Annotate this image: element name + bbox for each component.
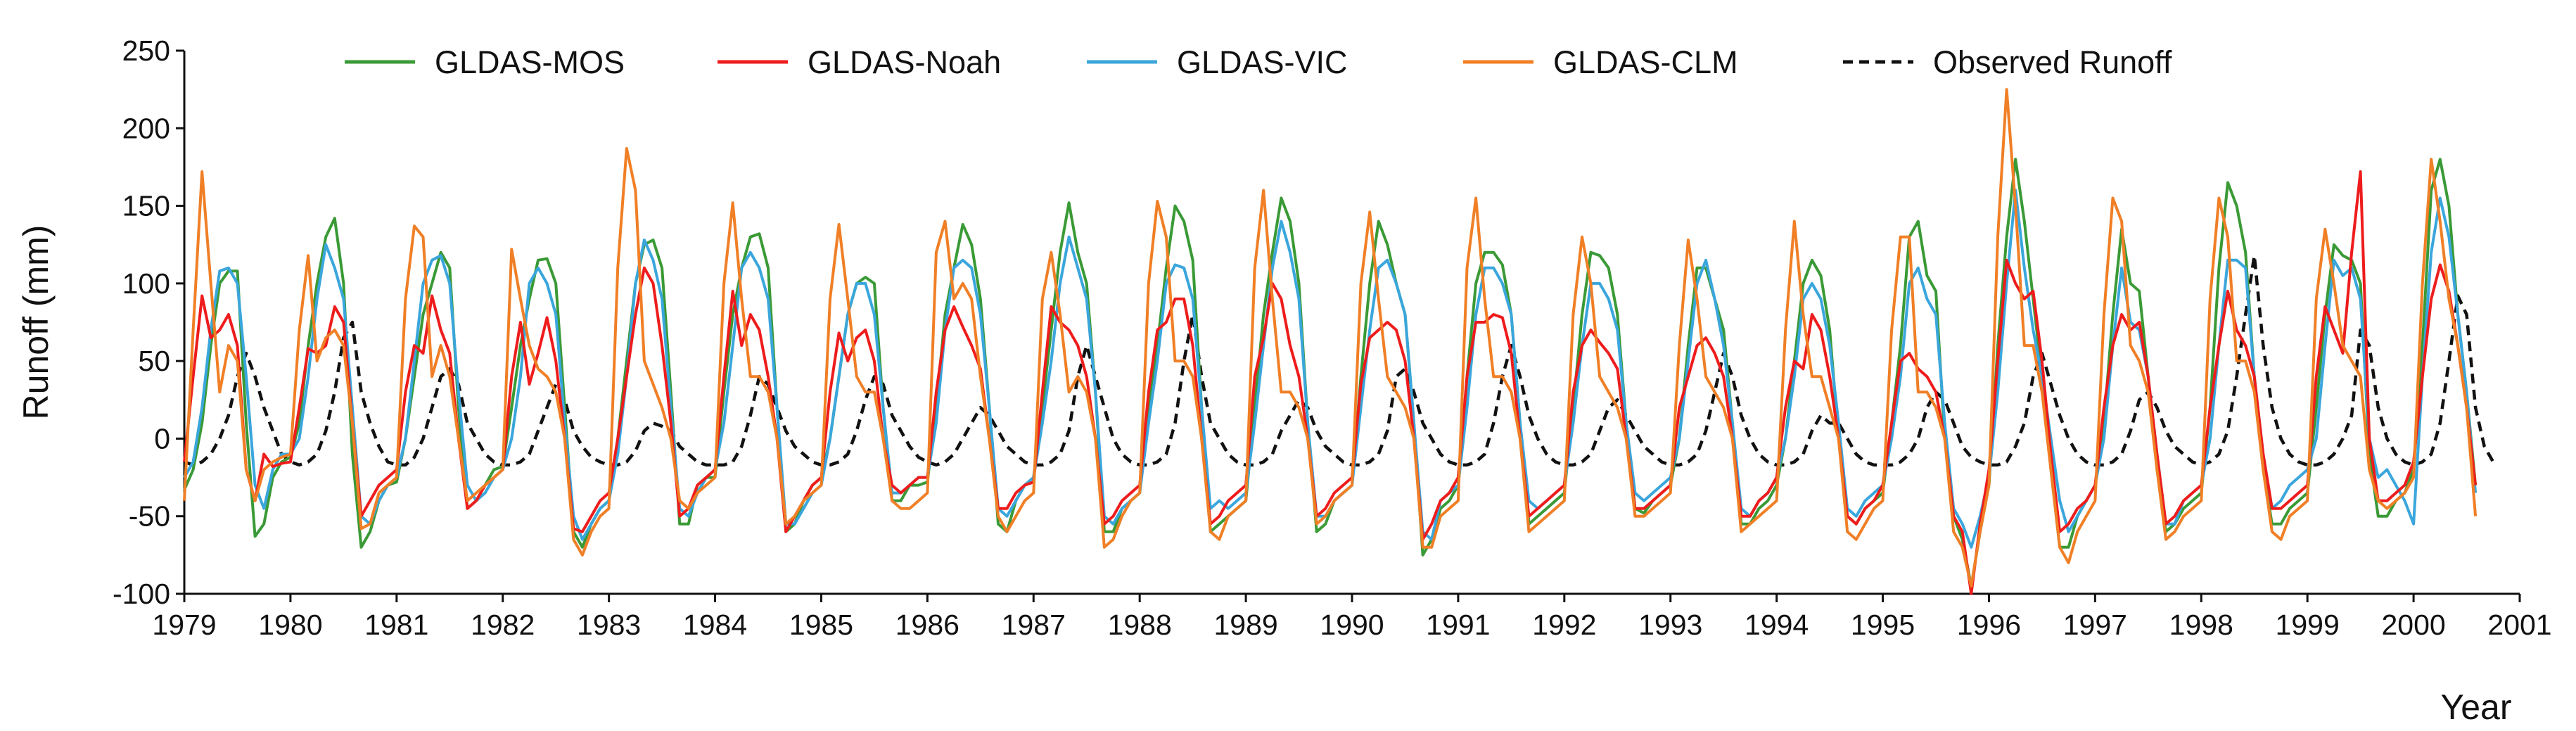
x-tick-label: 1994 [1745, 609, 1809, 641]
x-tick-label: 1982 [471, 609, 535, 641]
x-tick-label: 1981 [364, 609, 428, 641]
x-tick-label: 1992 [1532, 609, 1596, 641]
y-tick-label: 0 [154, 422, 170, 455]
series-line-observed-runoff [184, 253, 2495, 467]
x-tick-label: 1991 [1426, 609, 1490, 641]
x-tick-label: 1996 [1957, 609, 2021, 641]
y-tick-label: -100 [113, 578, 170, 610]
y-tick-label: 250 [122, 34, 170, 67]
axes [183, 51, 2520, 595]
x-tick-label: 1997 [2063, 609, 2127, 641]
series-layer [183, 88, 2495, 595]
x-tick-label: 1995 [1851, 609, 1915, 641]
x-tick-label: 1999 [2276, 609, 2340, 641]
x-ticks: 1979 1980 1981 1982 1983 1984 1985 1986 1987 1988… [152, 594, 2552, 641]
y-tick-label: -50 [129, 500, 170, 533]
x-tick-label: 1983 [577, 609, 641, 641]
legend-label: GLDAS-CLM [1553, 44, 1738, 80]
x-tick-label: 1979 [152, 609, 216, 641]
x-axis-title: Year [2440, 687, 2511, 727]
x-tick-label: 1989 [1213, 609, 1277, 641]
x-tick-label: 1987 [1002, 609, 1066, 641]
y-tick-label: 100 [122, 267, 170, 300]
legend-label: GLDAS-Noah [808, 44, 1001, 80]
y-tick-label: 150 [122, 190, 170, 222]
x-tick-label: 1985 [789, 609, 853, 641]
legend-label: Observed Runoff [1933, 44, 2172, 80]
y-tick-label: 200 [122, 112, 170, 144]
x-tick-label: 1993 [1638, 609, 1702, 641]
x-tick-label: 1990 [1320, 609, 1384, 641]
x-tick-label: 2000 [2381, 609, 2445, 641]
x-tick-label: 1984 [683, 609, 747, 641]
legend: GLDAS-MOS GLDAS-Noah GLDAS-VIC GLDAS-CLM Obs… [345, 44, 2172, 80]
x-tick-label: 1986 [895, 609, 959, 641]
x-tick-label: 1980 [258, 609, 322, 641]
y-tick-label: 50 [138, 345, 170, 377]
x-tick-label: 2001 [2487, 609, 2551, 641]
x-tick-label: 1998 [2169, 609, 2233, 641]
series-line-gldas-clm [183, 88, 2478, 587]
y-ticks: -100 -50 0 50 100 150 200 250 [113, 34, 184, 610]
y-axis-title: Runoff (mm) [16, 225, 56, 420]
legend-label: GLDAS-MOS [435, 44, 625, 80]
series-line-gldas-noah [183, 170, 2478, 595]
legend-label: GLDAS-VIC [1177, 44, 1348, 80]
x-tick-label: 1988 [1108, 609, 1172, 641]
